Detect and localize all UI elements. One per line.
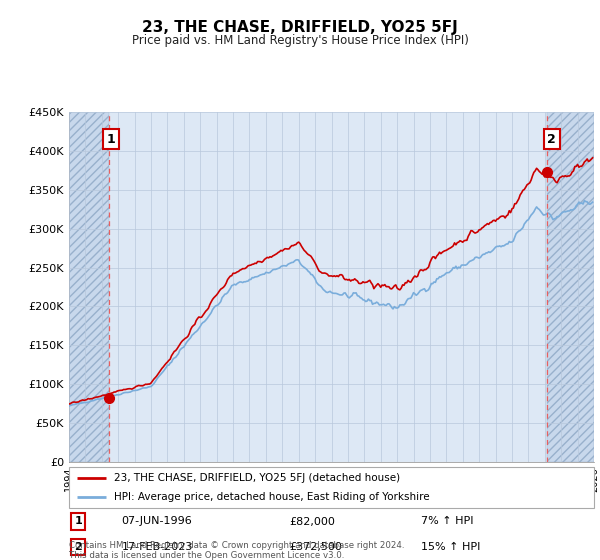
- Text: 17-FEB-2023: 17-FEB-2023: [121, 542, 193, 552]
- Text: 1: 1: [74, 516, 82, 526]
- Text: 23, THE CHASE, DRIFFIELD, YO25 5FJ: 23, THE CHASE, DRIFFIELD, YO25 5FJ: [142, 20, 458, 35]
- Text: 7% ↑ HPI: 7% ↑ HPI: [421, 516, 473, 526]
- Text: 1: 1: [106, 133, 115, 146]
- Text: 2: 2: [547, 133, 556, 146]
- Text: 23, THE CHASE, DRIFFIELD, YO25 5FJ (detached house): 23, THE CHASE, DRIFFIELD, YO25 5FJ (deta…: [113, 473, 400, 483]
- Text: Price paid vs. HM Land Registry's House Price Index (HPI): Price paid vs. HM Land Registry's House …: [131, 34, 469, 46]
- Bar: [547, 112, 594, 462]
- Text: 2: 2: [74, 542, 82, 552]
- Text: 15% ↑ HPI: 15% ↑ HPI: [421, 542, 480, 552]
- Text: HPI: Average price, detached house, East Riding of Yorkshire: HPI: Average price, detached house, East…: [113, 492, 429, 502]
- Bar: [69, 112, 109, 462]
- Text: £372,500: £372,500: [290, 542, 343, 552]
- FancyBboxPatch shape: [69, 467, 594, 508]
- Text: 07-JUN-1996: 07-JUN-1996: [121, 516, 192, 526]
- Text: Contains HM Land Registry data © Crown copyright and database right 2024.
This d: Contains HM Land Registry data © Crown c…: [69, 540, 404, 560]
- Text: £82,000: £82,000: [290, 516, 335, 526]
